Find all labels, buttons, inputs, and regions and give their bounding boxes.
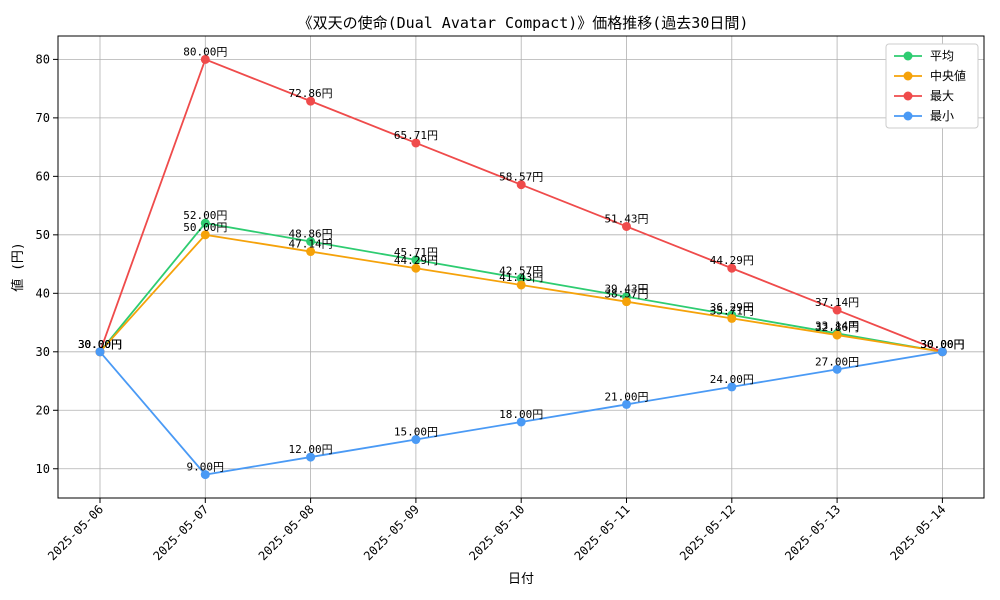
data-point	[306, 247, 316, 257]
data-label: 47.14円	[289, 238, 333, 251]
data-label: 51.43円	[604, 212, 648, 225]
data-point	[727, 382, 737, 392]
x-tick-label: 2025-05-10	[466, 502, 527, 563]
data-label: 39.43円	[604, 283, 648, 296]
grid	[58, 36, 984, 498]
y-tick-label: 30	[36, 345, 50, 359]
data-label: 42.57円	[499, 264, 543, 277]
data-label: 44.29円	[710, 254, 754, 267]
data-point	[95, 347, 105, 357]
data-point	[516, 273, 526, 283]
data-label: 21.00円	[604, 390, 648, 403]
data-point	[516, 180, 526, 190]
x-tick-label: 2025-05-06	[45, 502, 106, 563]
y-tick-label: 60	[36, 169, 50, 183]
data-point	[411, 138, 421, 148]
data-label: 36.29円	[710, 301, 754, 314]
x-axis: 2025-05-06 2025-05-07 2025-05-08 2025-05-09…	[45, 498, 949, 563]
data-label: 24.00円	[710, 373, 754, 386]
data-label: 58.57円	[499, 171, 543, 184]
x-axis-label: 日付	[508, 572, 534, 587]
data-label: 38.57円	[604, 288, 648, 301]
data-label: 32.86円	[815, 321, 859, 334]
data-point	[411, 263, 421, 273]
data-point	[411, 255, 421, 265]
data-label: 30.00円	[78, 338, 122, 351]
data-label: 30.00円	[78, 338, 122, 351]
y-axis-label: 値 (円)	[10, 242, 26, 291]
data-label: 9.00円	[187, 461, 225, 474]
legend-box	[885, 43, 979, 129]
data-label: 33.14円	[815, 319, 859, 332]
data-label: 30.00円	[78, 338, 122, 351]
data-label: 48.86円	[289, 228, 333, 241]
data-label: 12.00円	[289, 443, 333, 456]
data-point	[306, 452, 316, 462]
data-label: 44.29円	[394, 254, 438, 267]
legend-marker	[903, 71, 913, 81]
y-tick-label: 10	[36, 462, 50, 476]
data-label: 37.14円	[815, 296, 859, 309]
data-label: 50.00円	[183, 221, 227, 234]
y-tick-label: 80	[36, 52, 50, 66]
x-tick-label: 2025-05-12	[677, 502, 738, 563]
data-point	[622, 297, 631, 307]
data-point	[832, 305, 842, 315]
x-tick-label: 2025-05-07	[150, 502, 211, 563]
data-point	[200, 54, 210, 64]
data-label: 30.00円	[78, 338, 122, 351]
data-label: 65.71円	[394, 129, 438, 142]
data-point	[622, 399, 631, 409]
x-tick-label: 2025-05-13	[782, 502, 843, 563]
data-point	[200, 470, 210, 480]
data-label: 18.00円	[499, 408, 543, 421]
data-label: 45.71円	[394, 246, 438, 259]
data-label: 30.00円	[920, 338, 964, 351]
legend-marker	[903, 91, 913, 101]
data-labels: 30.00円 52.00円 48.86円 45.71円 42.57円 39.43円 36.2…	[78, 45, 965, 473]
legend-label: 平均	[930, 49, 954, 63]
data-point	[937, 347, 947, 357]
x-tick-label: 2025-05-08	[256, 502, 317, 563]
data-point	[306, 96, 316, 106]
data-point	[727, 263, 737, 273]
data-point	[832, 364, 842, 374]
data-label: 15.00円	[394, 426, 438, 439]
data-point	[200, 218, 210, 228]
series-group	[95, 54, 947, 480]
data-point	[306, 237, 316, 247]
y-tick-label: 50	[36, 228, 50, 242]
x-tick-label: 2025-05-09	[361, 502, 422, 563]
chart-title: 《双天の使命(Dual Avatar Compact)》価格推移(過去30日間)	[298, 14, 749, 32]
legend-marker	[903, 51, 913, 61]
legend-marker	[903, 111, 913, 121]
legend-label: 最小	[930, 109, 954, 123]
data-point	[411, 435, 421, 445]
data-label: 30.00円	[920, 338, 964, 351]
data-point	[200, 230, 210, 240]
legend-label: 最大	[930, 89, 954, 103]
data-point	[622, 221, 631, 231]
y-tick-label: 70	[36, 111, 50, 125]
data-label: 52.00円	[183, 209, 227, 222]
data-point	[516, 417, 526, 427]
x-tick-label: 2025-05-11	[572, 502, 633, 563]
data-label: 80.00円	[183, 45, 227, 58]
data-point	[832, 330, 842, 340]
legend-label: 中央値	[930, 68, 966, 83]
data-label: 35.71円	[710, 304, 754, 317]
data-label: 72.86円	[289, 87, 333, 100]
y-axis: 10 20 30 40 50 60 70 80	[36, 52, 58, 476]
data-label: 30.00円	[920, 338, 964, 351]
data-label: 41.43円	[499, 271, 543, 284]
data-point	[727, 313, 737, 323]
x-tick-label: 2025-05-14	[888, 502, 949, 563]
data-point	[516, 280, 526, 290]
data-label: 27.00円	[815, 355, 859, 368]
y-tick-label: 40	[36, 286, 50, 300]
data-label: 30.00円	[920, 338, 964, 351]
y-tick-label: 20	[36, 403, 50, 417]
